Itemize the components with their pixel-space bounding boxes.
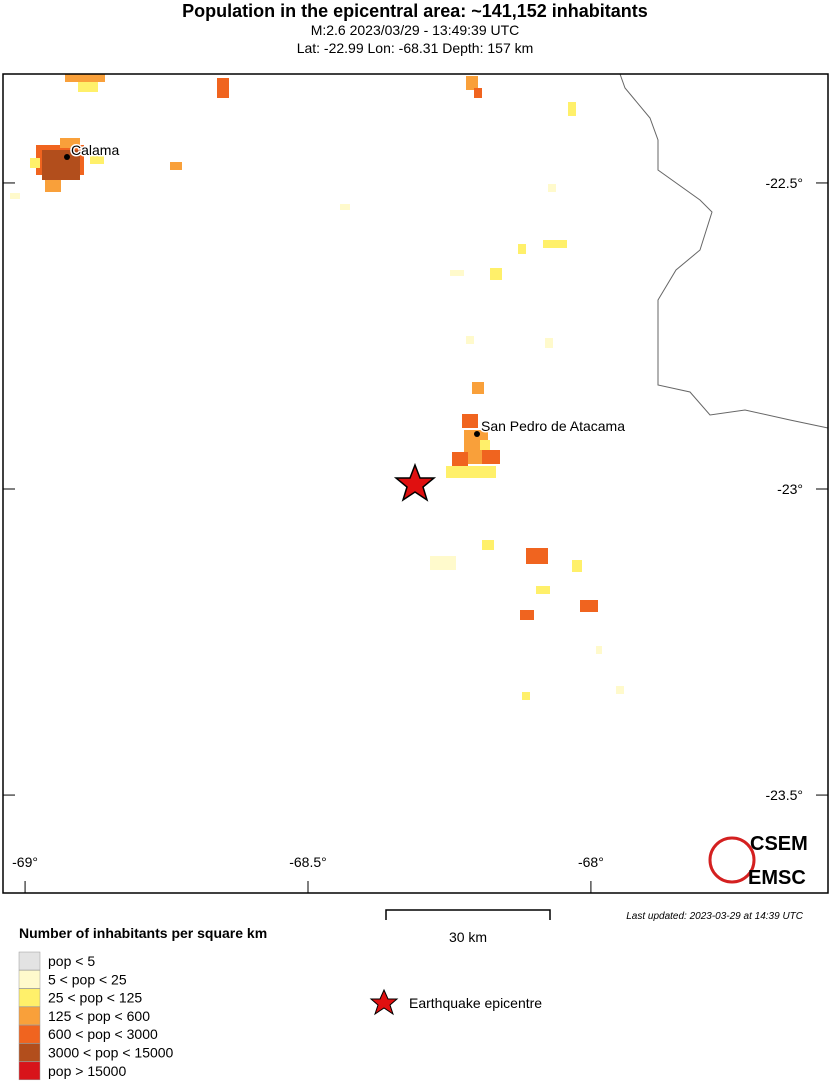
scale-bar: [385, 909, 551, 920]
legend-title: Number of inhabitants per square km: [19, 925, 267, 941]
title: Population in the epicentral area: ~141,…: [182, 1, 648, 21]
legend-label: 5 < pop < 25: [48, 971, 127, 987]
legend-label: 125 < pop < 600: [48, 1008, 150, 1024]
legend-swatch: [18, 1006, 41, 1026]
place-label: Calama: [71, 142, 119, 158]
legend-label: pop < 5: [48, 953, 95, 969]
scale-label: 30 km: [449, 929, 487, 945]
legend-swatch: [18, 1024, 41, 1044]
border: [619, 73, 829, 429]
legend-swatch: [18, 1061, 41, 1081]
subtitle: Lat: -22.99 Lon: -68.31 Depth: 157 km: [297, 40, 534, 56]
legend-swatch: [18, 988, 41, 1007]
lat-label: -23°: [777, 481, 803, 497]
place-label: San Pedro de Atacama: [481, 418, 625, 434]
lon-label: -69°: [12, 854, 38, 870]
legend-star: [369, 988, 399, 1016]
legend-swatch: [18, 970, 41, 989]
updated: Last updated: 2023-03-29 at 14:39 UTC: [626, 911, 804, 922]
map-frame: [2, 73, 829, 894]
population-cells: [10, 74, 624, 700]
epicentre-star: [393, 462, 437, 502]
lat-label: -22.5°: [765, 175, 803, 191]
place: San Pedro de Atacama: [474, 417, 627, 437]
legend-swatch: [18, 1043, 41, 1062]
legend-label: pop > 15000: [48, 1063, 126, 1079]
lon-label: -68°: [578, 854, 604, 870]
legend-label: Earthquake epicentre: [409, 995, 542, 1011]
logo-text: CSEM: [750, 833, 808, 855]
logo: CSEM EMSC: [708, 833, 808, 889]
legend: pop < 5 5 < pop < 25 25 < pop < 125 125 < p…: [18, 951, 174, 1081]
lon-label: -68.5°: [289, 854, 327, 870]
logo-text: EMSC: [748, 867, 806, 889]
legend-label: 25 < pop < 125: [48, 990, 142, 1006]
legend-label: 3000 < pop < 15000: [48, 1045, 174, 1061]
legend-label: 600 < pop < 3000: [48, 1026, 158, 1042]
legend-swatch: [18, 951, 41, 971]
subtitle: M:2.6 2023/03/29 - 13:49:39 UTC: [311, 22, 520, 38]
place: Calama: [64, 141, 121, 160]
lat-label: -23.5°: [765, 787, 803, 803]
